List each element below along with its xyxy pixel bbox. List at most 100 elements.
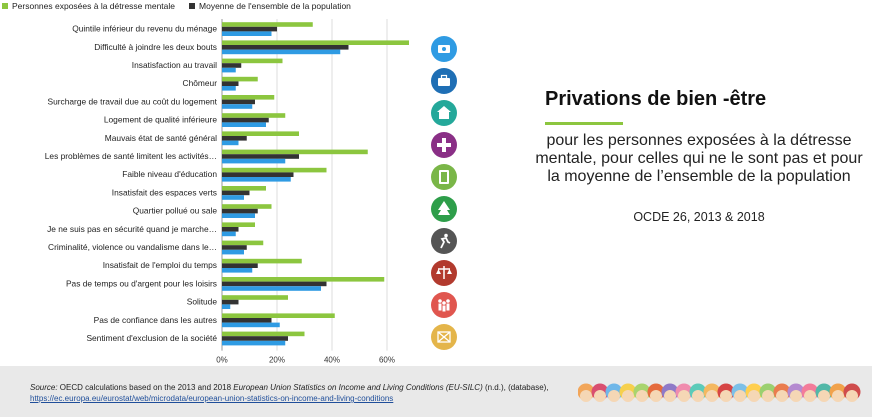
category-label: Insatisfaction au travail [132,60,217,70]
bar-distress [222,131,299,136]
bar-distress [222,40,409,45]
bar-distress [222,95,275,100]
bar-other [222,86,236,91]
x-tick-label: 60% [379,356,395,365]
category-label: Surcharge de travail due au coût du loge… [48,96,218,106]
source-text-2: (n.d.), (database), [482,383,549,392]
category-label: Pas de confiance dans les autres [94,315,217,325]
face [650,390,662,402]
source-link[interactable]: https://ec.europa.eu/eurostat/web/microd… [30,394,394,403]
category-label: Quartier pollué ou sale [133,206,218,216]
bar-distress [222,258,302,264]
panel-subtitle: pour les personnes exposées à la détress… [535,132,863,185]
category-label: Difficulté à joindre les deux bouts [94,42,217,52]
legend-item-distress: Personnes exposées à la détresse mentale [2,1,175,11]
bar-other [222,322,280,328]
face [762,390,774,402]
face [790,390,802,402]
scales-icon [431,260,457,286]
face [664,390,676,402]
face [608,390,620,402]
bar-other [222,286,321,291]
face [804,390,816,402]
face [692,390,704,402]
category-label: Insatisfait des espaces verts [112,187,217,197]
runner-icon [431,228,457,254]
bar-other [222,304,231,309]
face [636,390,648,402]
bar-distress [222,204,272,209]
people-icon [431,292,457,318]
bar-other [222,31,272,36]
face [594,390,606,402]
bar-distress [222,313,335,318]
face [580,390,592,402]
chart-legend: Personnes exposées à la détresse mentale… [2,0,351,12]
legend-swatch-green [2,3,8,9]
bar-distress [222,76,258,82]
source-note: Source: OECD calculations based on the 2… [30,382,570,404]
bar-average [222,136,247,141]
face [734,390,746,402]
category-label: Solitude [187,297,218,307]
bar-average [222,281,327,287]
faces-illustration [578,383,861,402]
bar-other [222,340,286,346]
bar-average [222,154,299,159]
bar-distress [222,167,327,173]
bar-other [222,177,291,182]
category-label: Je ne suis pas en sécurité quand je marc… [47,224,217,234]
bar-other [222,158,286,164]
face [622,390,634,402]
bar-other [222,268,253,273]
face [776,390,788,402]
bar-distress [222,22,313,27]
bar-average [222,263,258,268]
money-icon [431,36,457,62]
bar-distress [222,240,264,246]
face [706,390,718,402]
bar-average [222,117,269,123]
face [748,390,760,402]
bar-chart: 0% 20% 40% 60% Quintile inférieur du revenu … [45,19,409,365]
bar-distress [222,58,283,64]
bar-average [222,99,255,105]
bar-other [222,67,236,73]
legend-item-average: Moyenne de l'ensemble de la population [189,1,351,11]
bar-other [222,140,239,146]
briefcase-icon [431,68,457,94]
bar-average [222,245,247,250]
bar-distress [222,186,266,191]
category-label: Les problèmes de santé limitent les acti… [45,151,217,161]
bar-distress [222,331,305,337]
bar-distress [222,113,286,118]
bar-other [222,213,255,218]
face [832,390,844,402]
category-label: Mauvais état de santé général [105,133,217,143]
face [678,390,690,402]
category-label: Pas de temps ou d'argent pour les loisir… [66,278,217,288]
health-cross-icon [431,132,457,158]
panel-edition: OCDE 26, 2013 & 2018 [633,210,765,224]
title-underline [545,122,623,125]
bar-average [222,26,277,32]
bar-average [222,45,349,50]
bar-distress [222,295,288,300]
category-label: Chômeur [183,78,218,88]
bar-other [222,249,244,255]
bar-distress [222,222,255,227]
bar-average [222,81,239,86]
bar-distress [222,277,385,282]
bar-average [222,336,288,341]
category-label: Logement de qualité inférieure [104,115,217,125]
bar-other [222,104,253,109]
category-label: Quintile inférieur du revenu du ménage [72,24,217,34]
bar-other [222,195,244,200]
bar-average [222,172,294,177]
bar-average [222,318,272,323]
bar-average [222,299,239,305]
category-label: Faible niveau d'éducation [122,169,217,179]
bar-other [222,231,236,237]
face [818,390,830,402]
tree-icon [431,196,457,222]
